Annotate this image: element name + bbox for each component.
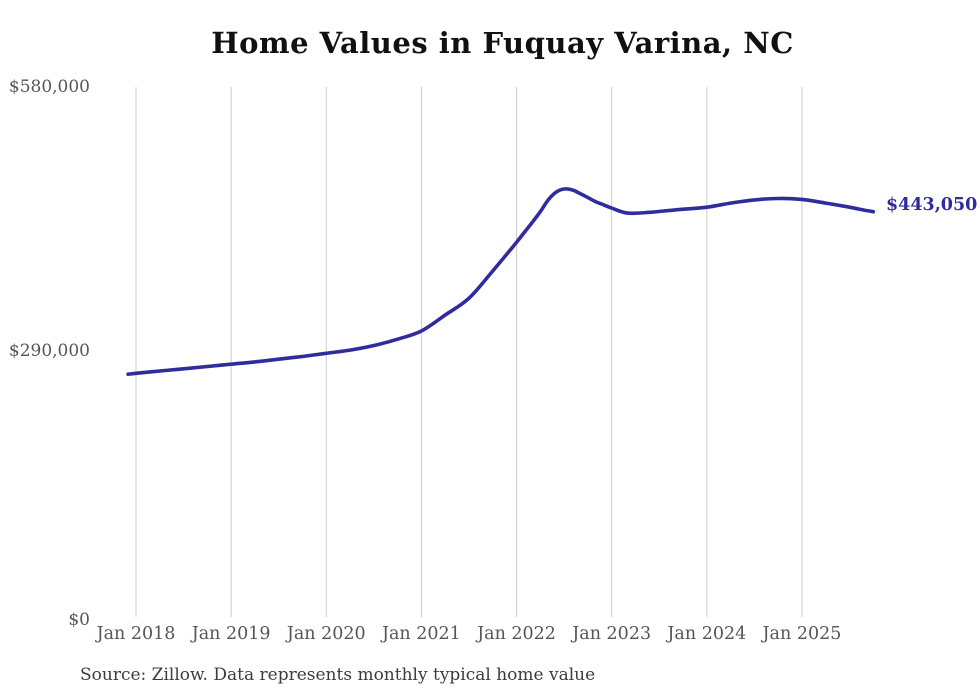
- x-tick-label: Jan 2025: [762, 624, 842, 644]
- x-tick-label: Jan 2024: [667, 624, 747, 644]
- y-tick-label: $290,000: [8, 341, 90, 361]
- y-tick-label: $0: [68, 610, 90, 630]
- x-tick-label: Jan 2023: [572, 624, 652, 644]
- x-tick-label: Jan 2019: [191, 624, 271, 644]
- gridlines: [135, 87, 803, 617]
- x-tick-label: Jan 2018: [96, 624, 176, 644]
- x-tick-label: Jan 2021: [381, 624, 461, 644]
- home-value-line: [126, 187, 876, 376]
- chart-title: Home Values in Fuquay Varina, NC: [211, 26, 794, 60]
- x-tick-label: Jan 2022: [477, 624, 556, 644]
- source-note: Source: Zillow. Data represents monthly …: [80, 665, 596, 685]
- y-tick-label: $580,000: [8, 77, 90, 97]
- latest-value-label: $443,050: [886, 195, 978, 215]
- x-tick-label: Jan 2020: [286, 624, 366, 644]
